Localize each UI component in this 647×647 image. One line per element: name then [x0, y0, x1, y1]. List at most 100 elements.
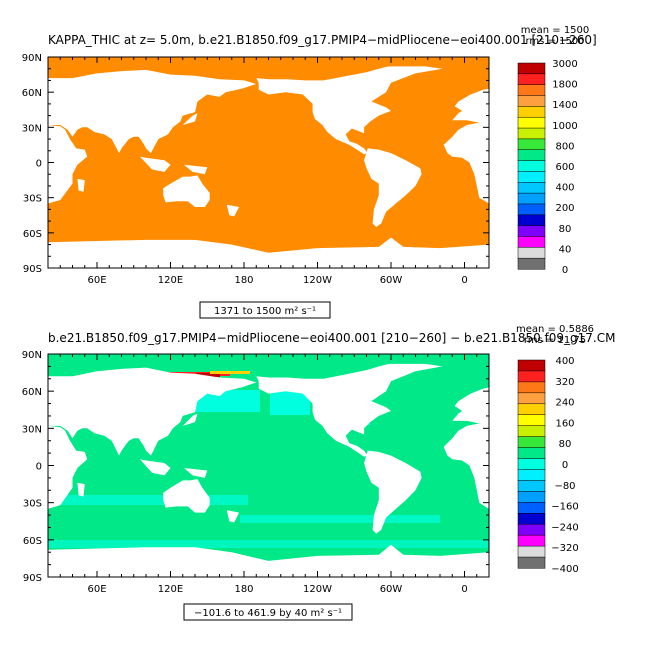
colorbar-swatch — [517, 359, 546, 372]
panel-1-title: KAPPA_THIC at z= 5.0m, b.e21.B1850.f09_g… — [48, 33, 597, 47]
colorbar-label: 160 — [555, 418, 574, 429]
colorbar-swatch — [517, 62, 546, 75]
colorbar-swatch — [517, 447, 546, 460]
y-tick-label: 0 — [36, 159, 42, 170]
y-tick-label: 30S — [23, 194, 42, 205]
x-tick-label: 180 — [234, 275, 253, 286]
land-polygon — [139, 156, 171, 172]
x-tick-label: 60W — [380, 275, 403, 286]
colorbar-label: −240 — [551, 522, 578, 533]
land-polygon — [48, 237, 489, 268]
colorbar-swatch — [517, 95, 546, 107]
colorbar-swatch — [517, 425, 546, 438]
colorbar-swatch — [517, 160, 546, 172]
land-polygon — [48, 125, 88, 204]
land-polygon — [139, 459, 171, 476]
y-tick-label: 60N — [22, 387, 42, 398]
colorbar-label: 240 — [555, 398, 574, 409]
colorbar-swatch — [517, 523, 546, 536]
land-polygon — [226, 204, 240, 217]
colorbar-swatch — [517, 214, 546, 227]
panel-2-x-axis: 60E 120E 180 120W 60W 0 — [59, 354, 490, 595]
colorbar-label: 800 — [555, 141, 574, 152]
colorbar-label: 0 — [562, 265, 568, 276]
colorbar-label: 0 — [562, 460, 568, 471]
land-polygon — [443, 423, 489, 509]
land-polygon — [226, 510, 240, 523]
y-tick-label: 60S — [23, 536, 42, 547]
colorbar-label: −80 — [554, 481, 575, 492]
y-tick-label: 30N — [22, 424, 42, 435]
colorbar-label: 400 — [555, 356, 574, 367]
land-polygon — [163, 479, 210, 513]
x-tick-label: 60E — [87, 584, 106, 595]
colorbar-label: −320 — [551, 543, 578, 554]
panel-2-rms: rms = 11.75 — [524, 335, 586, 346]
colorbar-swatch — [517, 392, 546, 405]
land-polygon — [77, 178, 85, 192]
land-polygon — [256, 363, 443, 457]
land-polygon — [184, 164, 208, 175]
colorbar-label: −400 — [551, 564, 578, 575]
colorbar-swatch — [517, 257, 546, 270]
x-tick-label: 120W — [303, 275, 332, 286]
x-tick-label: 0 — [461, 275, 467, 286]
x-tick-label: 0 — [461, 584, 467, 595]
land-polygon — [364, 148, 422, 227]
x-tick-label: 60W — [380, 584, 403, 595]
colorbar-label: 400 — [555, 183, 574, 194]
colorbar-swatch — [517, 106, 546, 118]
colorbar-swatch — [517, 192, 546, 205]
colorbar-label: 40 — [559, 244, 572, 255]
y-tick-label: 90S — [23, 264, 42, 275]
panel-1-mean: mean = 1500 — [521, 25, 590, 36]
colorbar-swatch — [517, 381, 546, 394]
colorbar-label: 320 — [555, 377, 574, 388]
colorbar-swatch — [517, 247, 546, 259]
colorbar-swatch — [517, 171, 546, 183]
colorbar-swatch — [517, 225, 546, 238]
x-tick-label: 120W — [303, 584, 332, 595]
panel-1-range-note: 1371 to 1500 m² s⁻¹ — [214, 306, 316, 317]
land-polygon — [77, 482, 85, 497]
colorbar-label: 600 — [555, 162, 574, 173]
y-tick-label: 90N — [22, 53, 42, 64]
y-tick-label: 30S — [23, 499, 42, 510]
land-polygon — [443, 122, 489, 204]
colorbar-swatch — [517, 480, 546, 492]
land-polygon — [48, 544, 489, 577]
colorbar-swatch — [517, 502, 546, 514]
x-tick-label: 120E — [158, 275, 183, 286]
colorbar-label: 1000 — [552, 121, 577, 132]
land-polygon — [48, 367, 257, 456]
colorbar-swatch — [517, 491, 546, 503]
panel-2-range-box — [183, 603, 353, 621]
colorbar-swatch — [517, 203, 546, 216]
land-polygon — [364, 450, 422, 534]
land-polygon — [48, 425, 88, 509]
colorbar-swatch — [517, 545, 546, 558]
colorbar-label: 200 — [555, 203, 574, 214]
x-tick-label: 180 — [234, 584, 253, 595]
colorbar-swatch — [517, 403, 546, 416]
panel-1: KAPPA_THIC at z= 5.0m, b.e21.B1850.f09_g… — [22, 25, 597, 319]
colorbar-swatch — [517, 414, 546, 427]
panel-2-y-axis: 90N 60N 30N 0 30S 60S 90S — [22, 350, 489, 584]
x-tick-label: 120E — [158, 584, 183, 595]
panel-1-range-box — [199, 301, 331, 319]
land-mask — [48, 66, 489, 268]
colorbar-swatch — [517, 84, 546, 97]
y-tick-label: 60N — [22, 88, 42, 99]
panel-2-colorbar: 400 320 240 160 80 0 −80 −160 −240 −320 −400 — [517, 356, 579, 575]
panel-2: b.e21.B1850.f09_g17.PMIP4−midPliocene−eo… — [22, 324, 615, 621]
panel-1-map — [48, 57, 489, 268]
panel-2-title: b.e21.B1850.f09_g17.PMIP4−midPliocene−eo… — [48, 331, 615, 345]
x-tick-label: 60E — [87, 275, 106, 286]
colorbar-swatch — [517, 138, 546, 151]
y-tick-label: 90S — [23, 573, 42, 584]
colorbar-label: 1800 — [552, 80, 577, 91]
land-mask — [48, 363, 489, 577]
colorbar-swatch — [517, 73, 546, 86]
colorbar-swatch — [517, 534, 546, 547]
